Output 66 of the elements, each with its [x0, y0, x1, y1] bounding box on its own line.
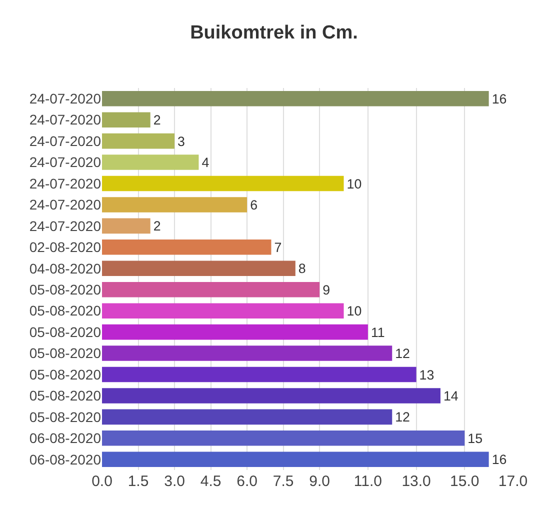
- data-label: 10: [346, 176, 362, 192]
- bar: [102, 133, 175, 149]
- x-tick-label: 13.0: [402, 473, 431, 490]
- y-tick-label: 06-08-2020: [29, 430, 102, 446]
- data-label: 2: [153, 112, 161, 128]
- data-label: 3: [178, 134, 185, 149]
- y-tick-label: 24-07-2020: [29, 175, 102, 192]
- x-tick-label: 4.5: [200, 473, 222, 490]
- bar: [102, 324, 368, 340]
- y-tick-label: 24-07-2020: [29, 218, 102, 234]
- bar: [102, 240, 272, 255]
- chart-title: Buikomtrek in Cm.: [190, 22, 358, 44]
- data-label: 6: [250, 197, 258, 212]
- y-tick-label: 24-07-2020: [29, 112, 102, 128]
- bar: [102, 366, 416, 382]
- y-tick-label: 05-08-2020: [29, 408, 102, 425]
- y-tick-label: 06-08-2020: [29, 451, 102, 468]
- bar: [102, 452, 489, 468]
- data-label: 13: [419, 367, 434, 382]
- data-label: 12: [395, 410, 410, 425]
- y-tick-label: 02-08-2020: [29, 239, 102, 256]
- y-tick-label: 05-08-2020: [29, 388, 102, 404]
- y-tick-label: 24-07-2020: [29, 196, 102, 213]
- y-tick-label: 05-08-2020: [29, 345, 102, 362]
- y-tick-label: 24-07-2020: [29, 90, 102, 107]
- x-tick-label: 1.5: [128, 473, 149, 490]
- y-tick-label: 05-08-2020: [29, 324, 102, 340]
- bar: [102, 176, 344, 192]
- data-label: 2: [153, 218, 161, 234]
- x-tick-label: 9.0: [309, 473, 330, 490]
- bar: [102, 218, 150, 234]
- y-tick-label: 24-07-2020: [29, 132, 102, 149]
- data-label: 11: [370, 324, 385, 340]
- data-label: 16: [492, 452, 507, 468]
- bar: [102, 409, 392, 425]
- data-label: 9: [322, 282, 330, 298]
- data-label: 14: [443, 388, 459, 404]
- bar: [102, 154, 199, 170]
- bar: [102, 112, 150, 128]
- y-tick-label: 05-08-2020: [29, 282, 102, 298]
- y-tick-label: 24-07-2020: [29, 154, 102, 170]
- y-tick-label: 04-08-2020: [29, 260, 102, 276]
- x-tick-label: 3.0: [164, 473, 185, 490]
- x-tick-label: 15.0: [450, 473, 480, 490]
- data-label: 8: [298, 261, 306, 276]
- bar: [102, 197, 248, 212]
- x-tick-label: 6.0: [236, 473, 258, 490]
- x-tick-label: 11.0: [354, 473, 382, 490]
- x-tick-label: 17.0: [498, 473, 528, 490]
- bar: [102, 303, 344, 318]
- data-label: 16: [492, 91, 507, 106]
- bar: [102, 260, 296, 276]
- bar: [102, 346, 392, 361]
- data-label: 15: [468, 430, 483, 446]
- data-label: 4: [202, 155, 210, 170]
- data-label: 10: [346, 304, 362, 319]
- bar: [102, 430, 465, 446]
- data-label: 7: [274, 240, 282, 255]
- y-tick-label: 05-08-2020: [29, 366, 102, 382]
- x-tick-label: 7.5: [272, 473, 294, 490]
- data-label: 12: [395, 346, 410, 362]
- x-tick-label: 0.0: [92, 473, 112, 490]
- bar: [102, 282, 320, 298]
- y-tick-label: 05-08-2020: [29, 302, 102, 319]
- bar: [102, 90, 489, 106]
- bar: [102, 388, 440, 404]
